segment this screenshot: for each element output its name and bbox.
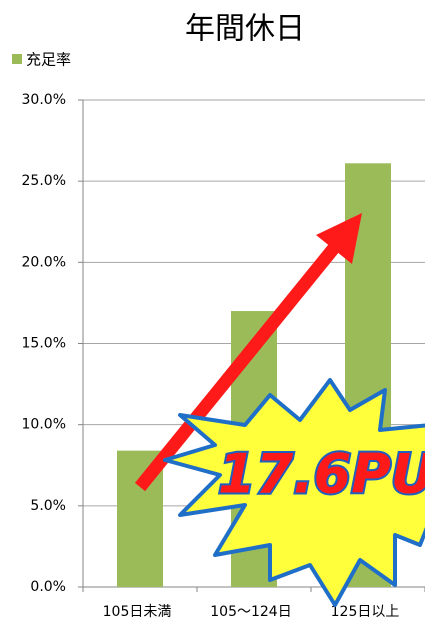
y-tick-label: 15.0% — [22, 336, 66, 352]
x-tick-label: 125日以上 — [331, 604, 400, 620]
legend-swatch — [12, 54, 22, 64]
annotation-text: 17.6PU — [218, 443, 425, 506]
legend-label: 充足率 — [26, 51, 71, 69]
y-tick-label: 10.0% — [22, 417, 66, 433]
x-tick-label: 105日未満 — [103, 604, 172, 620]
x-tick-label: 105〜124日 — [210, 604, 291, 620]
y-tick-label: 5.0% — [30, 498, 66, 514]
y-tick-label: 20.0% — [22, 254, 66, 270]
y-tick-label: 0.0% — [30, 579, 66, 595]
y-tick-label: 25.0% — [22, 173, 66, 189]
y-tick-label: 30.0% — [22, 92, 66, 108]
chart: 年間休日 充足率 0.0% 5.0% 10.0% 15.0% 20.0% 25.0% 30.… — [0, 0, 425, 626]
page: 年間休日 充足率 0.0% 5.0% 10.0% 15.0% 20.0% 25.0% 30.… — [0, 0, 425, 626]
chart-title: 年間休日 — [185, 12, 305, 47]
